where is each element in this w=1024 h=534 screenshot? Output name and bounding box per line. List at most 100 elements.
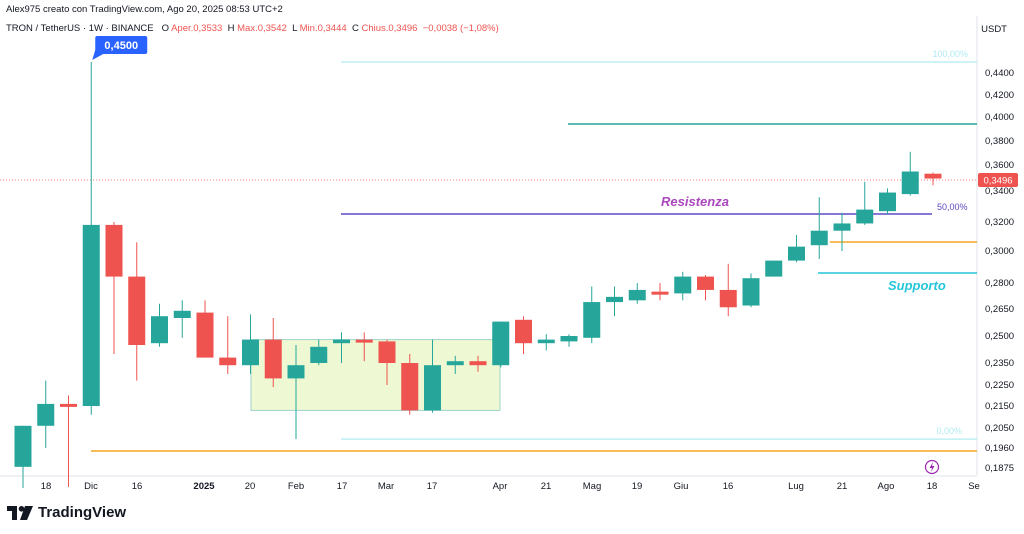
open-value: Aper.0,3533 — [171, 23, 223, 34]
x-tick-label: Feb — [288, 481, 304, 492]
x-tick-label: 18 — [927, 481, 938, 492]
y-tick-label: 0,3600 — [985, 160, 1014, 171]
x-tick-label: Ago — [878, 481, 895, 492]
y-tick-label: 0,4400 — [985, 68, 1014, 79]
candle-body[interactable] — [196, 312, 214, 358]
x-tick-label: 17 — [427, 481, 438, 492]
candle-body[interactable] — [697, 276, 714, 290]
candle-body[interactable] — [264, 339, 282, 379]
candle-body[interactable] — [674, 276, 692, 294]
symbol-label[interactable]: TRON / TetherUS · 1W · BINANCE — [6, 23, 154, 34]
tradingview-logo-icon — [7, 505, 33, 520]
high-label: H — [227, 23, 235, 34]
y-tick-label: 0,3400 — [985, 186, 1014, 197]
resistance-label: Resistenza — [661, 194, 729, 209]
candle-body[interactable] — [515, 319, 532, 344]
candle-body[interactable] — [173, 310, 191, 318]
x-tick-label: 2025 — [193, 481, 215, 492]
candle-body[interactable] — [879, 192, 896, 212]
candle-body[interactable] — [469, 361, 487, 366]
candle-body[interactable] — [310, 346, 328, 363]
candle-body[interactable] — [810, 230, 828, 246]
x-tick-label: 16 — [132, 481, 143, 492]
last-price-value: 0,3496 — [983, 176, 1012, 187]
close-label: C — [351, 23, 359, 34]
candle-body[interactable] — [355, 339, 373, 343]
candle-body[interactable] — [60, 403, 77, 407]
candle-body[interactable] — [583, 302, 601, 338]
candle-body[interactable] — [105, 224, 123, 277]
candle-body[interactable] — [901, 171, 919, 195]
candle-body[interactable] — [765, 260, 783, 277]
y-tick-label: 0,3200 — [985, 217, 1014, 228]
high-callout-pointer — [92, 50, 104, 60]
ohlc-info: TRON / TetherUS · 1W · BINANCE O Aper.0,… — [6, 23, 499, 34]
y-tick-label: 0,4000 — [985, 112, 1014, 123]
y-tick-label: 0,3800 — [985, 136, 1014, 147]
candle-body[interactable] — [833, 223, 851, 231]
candle-body[interactable] — [242, 339, 259, 366]
tradingview-logo: TradingView — [7, 504, 126, 521]
candle-body[interactable] — [628, 289, 646, 301]
candle-body[interactable] — [37, 403, 55, 426]
x-tick-label: 18 — [41, 481, 52, 492]
y-tick-label: 0,4200 — [985, 90, 1014, 101]
candle-body[interactable] — [492, 321, 510, 366]
candle-body[interactable] — [219, 357, 237, 366]
candle-body[interactable] — [424, 365, 441, 411]
x-tick-label: 19 — [632, 481, 643, 492]
open-label: O — [161, 23, 169, 34]
candle-body[interactable] — [378, 341, 396, 363]
y-tick-label: 0,2800 — [985, 278, 1014, 289]
candle-body[interactable] — [606, 296, 623, 303]
y-tick-label: 0,2250 — [985, 380, 1014, 391]
x-tick-label: 21 — [837, 481, 848, 492]
fib-50-label: 50,00% — [937, 202, 968, 212]
x-tick-label: 21 — [541, 481, 552, 492]
x-tick-label: 17 — [337, 481, 348, 492]
candle-body[interactable] — [82, 224, 100, 406]
candle-body[interactable] — [856, 209, 874, 224]
low-label: L — [292, 23, 297, 34]
fib-0-label: 0,00% — [936, 426, 962, 436]
high-value: Max.0,3542 — [237, 23, 287, 34]
y-tick-label: 0,3000 — [985, 246, 1014, 257]
support-label: Supporto — [888, 278, 946, 293]
y-tick-label: 0,2150 — [985, 401, 1014, 412]
candle-body[interactable] — [446, 361, 464, 366]
x-tick-label: Mar — [378, 481, 394, 492]
candle-body[interactable] — [151, 316, 168, 344]
candle-body[interactable] — [651, 291, 669, 295]
candle-body[interactable] — [333, 339, 350, 344]
candle-body[interactable] — [742, 278, 760, 306]
x-tick-label: Apr — [493, 481, 508, 492]
lightning-icon-glyph — [929, 462, 935, 472]
high-callout-box — [95, 36, 148, 54]
y-tick-label: 0,2350 — [985, 358, 1014, 369]
lightning-icon[interactable] — [924, 459, 940, 475]
x-tick-label: Lug — [788, 481, 804, 492]
y-tick-label: 0,2650 — [985, 304, 1014, 315]
low-value: Min.0,3444 — [299, 23, 347, 34]
candle-body[interactable] — [719, 289, 737, 308]
candle-body[interactable] — [560, 336, 578, 342]
x-tick-label: Mag — [583, 481, 601, 492]
candle-body[interactable] — [401, 363, 419, 411]
candle-body[interactable] — [14, 425, 32, 467]
tradingview-logo-text: TradingView — [38, 504, 127, 521]
candle-body[interactable] — [128, 276, 146, 345]
currency-label[interactable]: USDT — [981, 24, 1007, 35]
x-tick-label: Dic — [84, 481, 98, 492]
fib-100-label: 100,00% — [932, 49, 968, 59]
candle-body[interactable] — [788, 246, 805, 261]
candle-body[interactable] — [287, 365, 305, 379]
y-tick-label: 0,2050 — [985, 423, 1014, 434]
x-tick-label: 20 — [245, 481, 256, 492]
y-tick-label: 0,1960 — [985, 443, 1014, 454]
x-tick-label: Giu — [674, 481, 689, 492]
x-tick-label: 16 — [723, 481, 734, 492]
candle-body[interactable] — [537, 339, 555, 344]
last-price-tag — [978, 173, 1018, 187]
candle-body[interactable] — [924, 173, 942, 179]
